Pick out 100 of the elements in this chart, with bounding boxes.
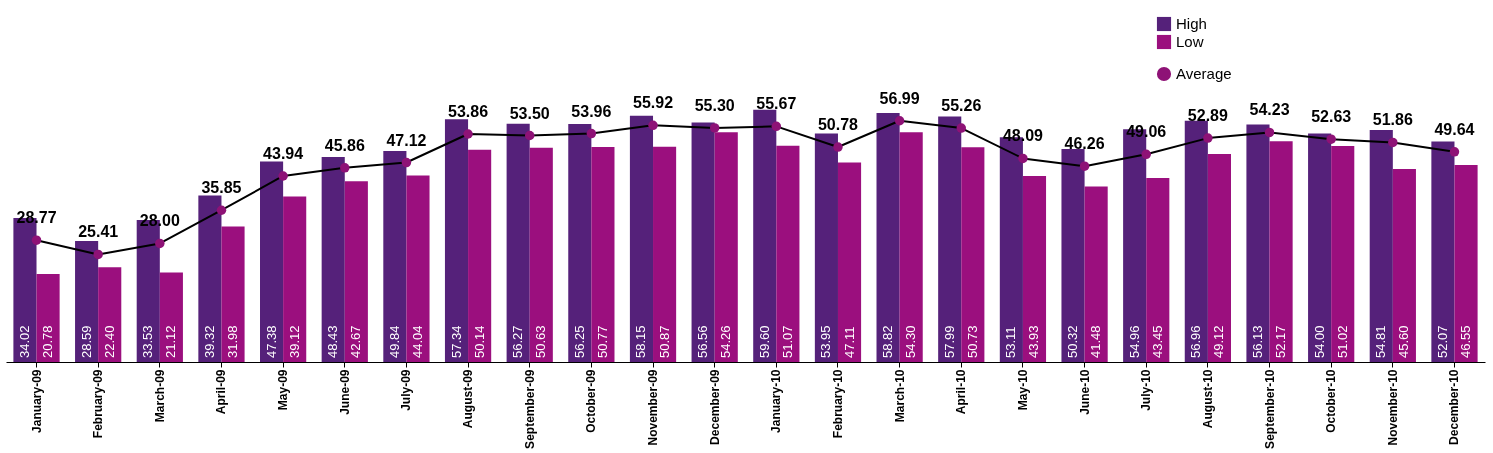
bar	[529, 147, 553, 362]
bar	[1331, 146, 1355, 362]
data-label: 52.63	[1311, 108, 1352, 126]
x-tick-label: December-10	[1447, 369, 1462, 445]
data-label: 44.04	[409, 325, 425, 358]
bar	[1061, 148, 1085, 362]
data-label: 48.09	[1002, 127, 1044, 145]
bar	[629, 115, 654, 362]
data-label: 51.86	[1372, 111, 1413, 129]
x-tick-label: July-10	[1139, 369, 1154, 411]
data-label: 43.94	[263, 144, 304, 162]
bar	[283, 196, 307, 362]
bar	[260, 161, 284, 362]
point	[1264, 127, 1275, 138]
data-label: 53.11	[1003, 326, 1019, 358]
data-label: 20.78	[40, 325, 56, 358]
data-label: 54.30	[903, 325, 919, 358]
bar	[75, 240, 99, 362]
data-label: 43.45	[1149, 325, 1165, 358]
data-label: 56.13	[1249, 325, 1265, 358]
x-tick-label: August-10	[1200, 369, 1215, 429]
data-label: 45.60	[1396, 325, 1412, 358]
bar	[753, 109, 777, 362]
point	[93, 249, 103, 260]
data-label: 55.92	[633, 94, 674, 112]
bar	[837, 162, 862, 362]
bar	[1146, 178, 1170, 362]
data-label: 54.96	[1126, 325, 1142, 358]
bar	[198, 195, 222, 362]
x-tick-label: May-10	[1015, 369, 1030, 411]
x-tick-label: April-10	[954, 369, 969, 415]
data-label: 50.78	[817, 116, 859, 134]
data-label: 50.14	[471, 325, 487, 358]
data-label: 59.60	[756, 325, 772, 358]
data-label: 52.07	[1434, 325, 1450, 358]
data-label: 28.00	[139, 212, 180, 230]
data-label: 48.43	[325, 325, 341, 358]
data-label: 33.53	[140, 325, 156, 358]
x-tick-label: January-09	[29, 369, 44, 433]
data-label: 53.95	[818, 325, 834, 358]
data-label: 50.77	[594, 325, 610, 358]
bar	[98, 267, 122, 362]
bar	[36, 274, 60, 362]
data-label: 56.27	[510, 325, 526, 358]
data-label: 56.96	[1188, 325, 1204, 358]
point	[956, 123, 967, 133]
data-label: 41.48	[1088, 325, 1104, 358]
bar	[1184, 120, 1208, 362]
x-tick-label: December-09	[707, 369, 722, 445]
point	[31, 235, 42, 245]
data-label: 51.07	[779, 325, 795, 358]
data-label: 49.64	[1434, 120, 1475, 138]
x-tick-label: November-10	[1385, 369, 1400, 446]
bar	[1246, 124, 1270, 362]
point	[155, 238, 165, 249]
data-label: 28.77	[16, 209, 57, 227]
data-label: 56.99	[879, 89, 920, 107]
data-label: 47.38	[263, 325, 279, 358]
data-label: 55.30	[694, 96, 735, 114]
data-label: 34.02	[16, 325, 32, 358]
data-label: 25.41	[78, 223, 119, 241]
data-label: 35.85	[201, 179, 242, 197]
bar	[899, 132, 923, 362]
data-label: 51.02	[1334, 325, 1350, 358]
data-label: 53.96	[571, 102, 612, 120]
bar	[691, 122, 715, 362]
bar	[1392, 168, 1416, 362]
x-tick-label: July-09	[399, 369, 414, 411]
bar	[1454, 164, 1478, 362]
point	[1203, 133, 1213, 143]
bar	[1369, 129, 1393, 362]
data-label: 42.67	[348, 325, 364, 358]
bar	[876, 113, 900, 362]
x-tick-label: June-09	[337, 369, 352, 415]
data-label: 52.89	[1187, 107, 1228, 125]
bar	[383, 151, 407, 362]
bar	[321, 156, 345, 362]
bar	[159, 272, 183, 362]
data-label: 58.82	[880, 325, 896, 358]
bar	[776, 145, 800, 362]
data-label: 39.32	[201, 325, 217, 358]
point	[1141, 149, 1151, 160]
data-label: 57.99	[941, 325, 957, 358]
legend-label: Low	[1176, 33, 1204, 50]
x-tick-label: February-10	[830, 369, 845, 439]
legend-label: High	[1176, 15, 1207, 32]
bar	[591, 147, 615, 362]
x-tick-label: August-09	[461, 369, 476, 429]
legend-label: Average	[1176, 65, 1232, 82]
bar	[1022, 176, 1047, 362]
data-label: 54.26	[718, 325, 734, 358]
point	[1326, 134, 1336, 144]
data-label: 50.87	[656, 325, 672, 358]
data-label: 28.59	[78, 325, 94, 358]
bar	[506, 123, 530, 362]
data-label: 22.40	[101, 325, 117, 358]
bar	[653, 146, 677, 362]
data-label: 21.12	[163, 325, 179, 358]
data-label: 54.23	[1249, 101, 1290, 119]
data-label: 52.17	[1273, 325, 1289, 358]
